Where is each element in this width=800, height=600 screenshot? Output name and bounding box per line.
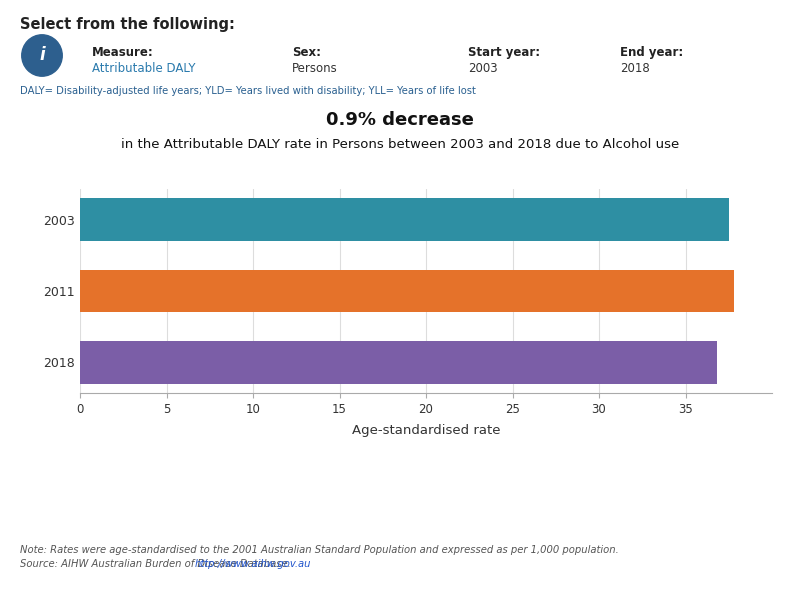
Bar (80, 269, 734, 313)
Text: Start year:: Start year: (468, 46, 540, 59)
Text: http://www.aihw.gov.au: http://www.aihw.gov.au (194, 559, 311, 569)
Text: Sex:: Sex: (292, 46, 321, 59)
Text: DALY= Disability-adjusted life years; YLD= Years lived with disability; YLL= Yea: DALY= Disability-adjusted life years; YL… (20, 86, 476, 97)
Text: Source: AIHW Australian Burden of Disease Database.: Source: AIHW Australian Burden of Diseas… (20, 559, 294, 569)
Text: Persons: Persons (292, 62, 338, 76)
Bar (80, 341, 717, 384)
Text: 2018: 2018 (620, 62, 650, 76)
Text: Attributable DALY: Attributable DALY (92, 62, 195, 76)
Text: Select from the following:: Select from the following: (20, 17, 235, 32)
Ellipse shape (22, 35, 62, 76)
Text: 2003: 2003 (468, 62, 498, 76)
X-axis label: Age-standardised rate: Age-standardised rate (352, 424, 500, 437)
Text: End year:: End year: (620, 46, 683, 59)
Text: Note: Rates were age-standardised to the 2001 Australian Standard Population and: Note: Rates were age-standardised to the… (20, 545, 618, 555)
Text: Comparison of age-standardised Attributable DALY rates among Indigenous Australi: Comparison of age-standardised Attributa… (31, 164, 713, 177)
Text: Measure:: Measure: (92, 46, 154, 59)
Text: i: i (39, 46, 45, 64)
Bar (80, 198, 729, 241)
Text: 0.9% decrease: 0.9% decrease (326, 111, 474, 129)
Text: in the Attributable DALY rate in Persons between 2003 and 2018 due to Alcohol us: in the Attributable DALY rate in Persons… (121, 137, 679, 151)
